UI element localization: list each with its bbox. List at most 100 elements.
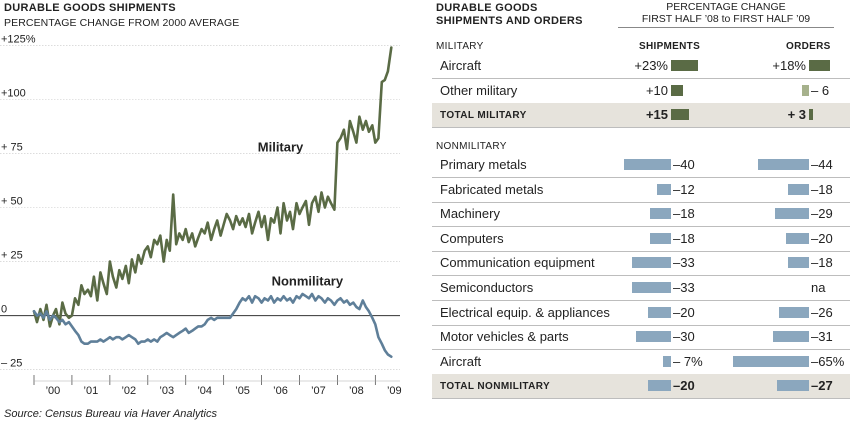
shipments-bar	[649, 208, 671, 220]
chart-title: DURABLE GOODS SHIPMENTS	[4, 2, 176, 14]
table-row: Computers –18 –20	[432, 227, 850, 252]
orders-value-label: +18%	[772, 58, 806, 73]
orders-bar	[777, 380, 809, 392]
row-label: Computers	[440, 230, 504, 246]
table-row: Motor vehicles & parts –30 –31	[432, 325, 850, 351]
table-title-line1: DURABLE GOODS	[436, 2, 538, 14]
y-tick-label: 0	[1, 304, 7, 316]
shipments-bar	[647, 306, 671, 318]
table-row: Aircraft +23% +18%	[432, 54, 850, 79]
x-tick-label: ’09	[387, 385, 402, 397]
shipments-bar	[647, 380, 671, 392]
row-label: Primary metals	[440, 157, 527, 172]
table-row: Communication equipment –33 –18	[432, 251, 850, 277]
shipments-bar	[671, 60, 698, 71]
table-title: DURABLE GOODS SHIPMENTS AND ORDERS	[436, 2, 583, 28]
shipments-bar	[662, 355, 671, 367]
x-tick-label: ’05	[235, 385, 250, 397]
shipments-value-label: –33	[673, 280, 695, 295]
shipments-bar	[635, 331, 671, 343]
y-tick-label: + 25	[1, 250, 23, 262]
orders-bar	[809, 60, 831, 71]
shipments-value-label: – 7%	[673, 353, 703, 369]
chart-subtitle: PERCENTAGE CHANGE FROM 2000 AVERAGE	[4, 17, 240, 29]
x-tick-label: ’01	[84, 385, 99, 397]
percentage-change-line2: FIRST HALF ’08 to FIRST HALF ’09	[641, 13, 811, 25]
orders-value-label: + 3	[787, 107, 806, 122]
orders-bar	[757, 159, 809, 170]
shipments-value-label: –18	[673, 230, 695, 246]
shipments-orders-table: DURABLE GOODS SHIPMENTS AND ORDERS PERCE…	[432, 0, 850, 424]
row-label: Other military	[440, 82, 518, 98]
row-label: TOTAL NONMILITARY	[440, 381, 551, 393]
military-total-row: TOTAL MILITARY +15 + 3	[432, 103, 850, 128]
nonmilitary-total-row: TOTAL NONMILITARY –20 –27	[432, 374, 850, 400]
orders-bar	[732, 355, 809, 367]
row-label: Fabricated metals	[440, 181, 544, 197]
orders-bar	[778, 306, 809, 318]
orders-value-label: –29	[811, 206, 833, 222]
percentage-change-header: PERCENTAGE CHANGE FIRST HALF ’08 to FIRS…	[618, 1, 834, 25]
nonmilitary-section-label: NONMILITARY	[436, 141, 507, 152]
row-label: Machinery	[440, 206, 500, 222]
orders-bar	[801, 84, 809, 96]
y-tick-label: + 75	[1, 141, 23, 153]
table-row: Other military +10 – 6	[432, 79, 850, 104]
shipments-column-header: SHIPMENTS	[639, 41, 701, 52]
shipments-value-label: +15	[645, 107, 668, 122]
orders-value-label: –27	[811, 378, 833, 394]
orders-bar	[787, 257, 809, 269]
x-tick-label: ’00	[46, 385, 61, 397]
orders-column-header: ORDERS	[786, 41, 831, 52]
series-line-nonmilitary	[32, 292, 393, 359]
table-row: Primary metals –40 –44	[432, 153, 850, 178]
orders-value-label: –18	[811, 181, 833, 197]
x-tick-label: ’03	[159, 385, 174, 397]
shipments-bar	[632, 257, 671, 269]
orders-value-label: –31	[811, 329, 833, 345]
row-label: Motor vehicles & parts	[440, 329, 569, 345]
table-row: Fabricated metals –12 –18	[432, 178, 850, 203]
table-row: Machinery –18 –29	[432, 202, 850, 228]
source-note: Source: Census Bureau via Haver Analytic…	[4, 408, 217, 420]
orders-value-label: –44	[811, 157, 833, 172]
table-row: Aircraft – 7% –65%	[432, 350, 850, 375]
y-tick-label: – 25	[1, 358, 22, 370]
shipments-bar	[656, 183, 671, 195]
row-label: Aircraft	[440, 58, 482, 73]
series-label-military: Military	[258, 139, 304, 154]
row-label: Semiconductors	[440, 280, 534, 295]
shipments-value-label: –33	[673, 255, 695, 271]
table-row: Electrical equip. & appliances –20 –26	[432, 301, 850, 326]
y-tick-label: +125%	[1, 33, 36, 45]
orders-value-label: –26	[811, 304, 833, 320]
orders-bar	[809, 109, 813, 120]
percentage-change-line1: PERCENTAGE CHANGE	[666, 1, 786, 13]
y-tick-label: +100	[1, 87, 26, 99]
military-section-label: MILITARY	[436, 41, 484, 52]
ord-value-label: na	[811, 280, 826, 295]
row-label: TOTAL MILITARY	[440, 110, 527, 121]
orders-value-label: –65%	[811, 353, 845, 369]
x-tick-label: ’08	[349, 385, 364, 397]
y-tick-label: + 50	[1, 196, 23, 208]
shipments-value-label: –40	[673, 157, 695, 172]
header-divider	[618, 27, 834, 28]
orders-bar	[787, 183, 809, 195]
series-label-nonmilitary: Nonmilitary	[272, 273, 344, 288]
table-title-line2: SHIPMENTS AND ORDERS	[436, 15, 583, 27]
x-tick-label: ’06	[273, 385, 288, 397]
x-tick-label: ’02	[121, 385, 136, 397]
orders-bar	[775, 208, 809, 220]
shipments-value-label: –12	[673, 181, 695, 197]
orders-value-label: –18	[811, 255, 833, 271]
shipments-value-label: –20	[673, 378, 695, 394]
shipments-value-label: +23%	[634, 58, 668, 73]
shipments-value-label: –20	[673, 304, 695, 320]
row-label: Aircraft	[440, 353, 482, 369]
x-tick-label: ’07	[311, 385, 326, 397]
x-tick-label: ’04	[197, 385, 212, 397]
orders-value-label: – 6	[811, 82, 830, 98]
orders-value-label: –20	[811, 230, 833, 246]
shipments-value-label: –30	[673, 329, 695, 345]
